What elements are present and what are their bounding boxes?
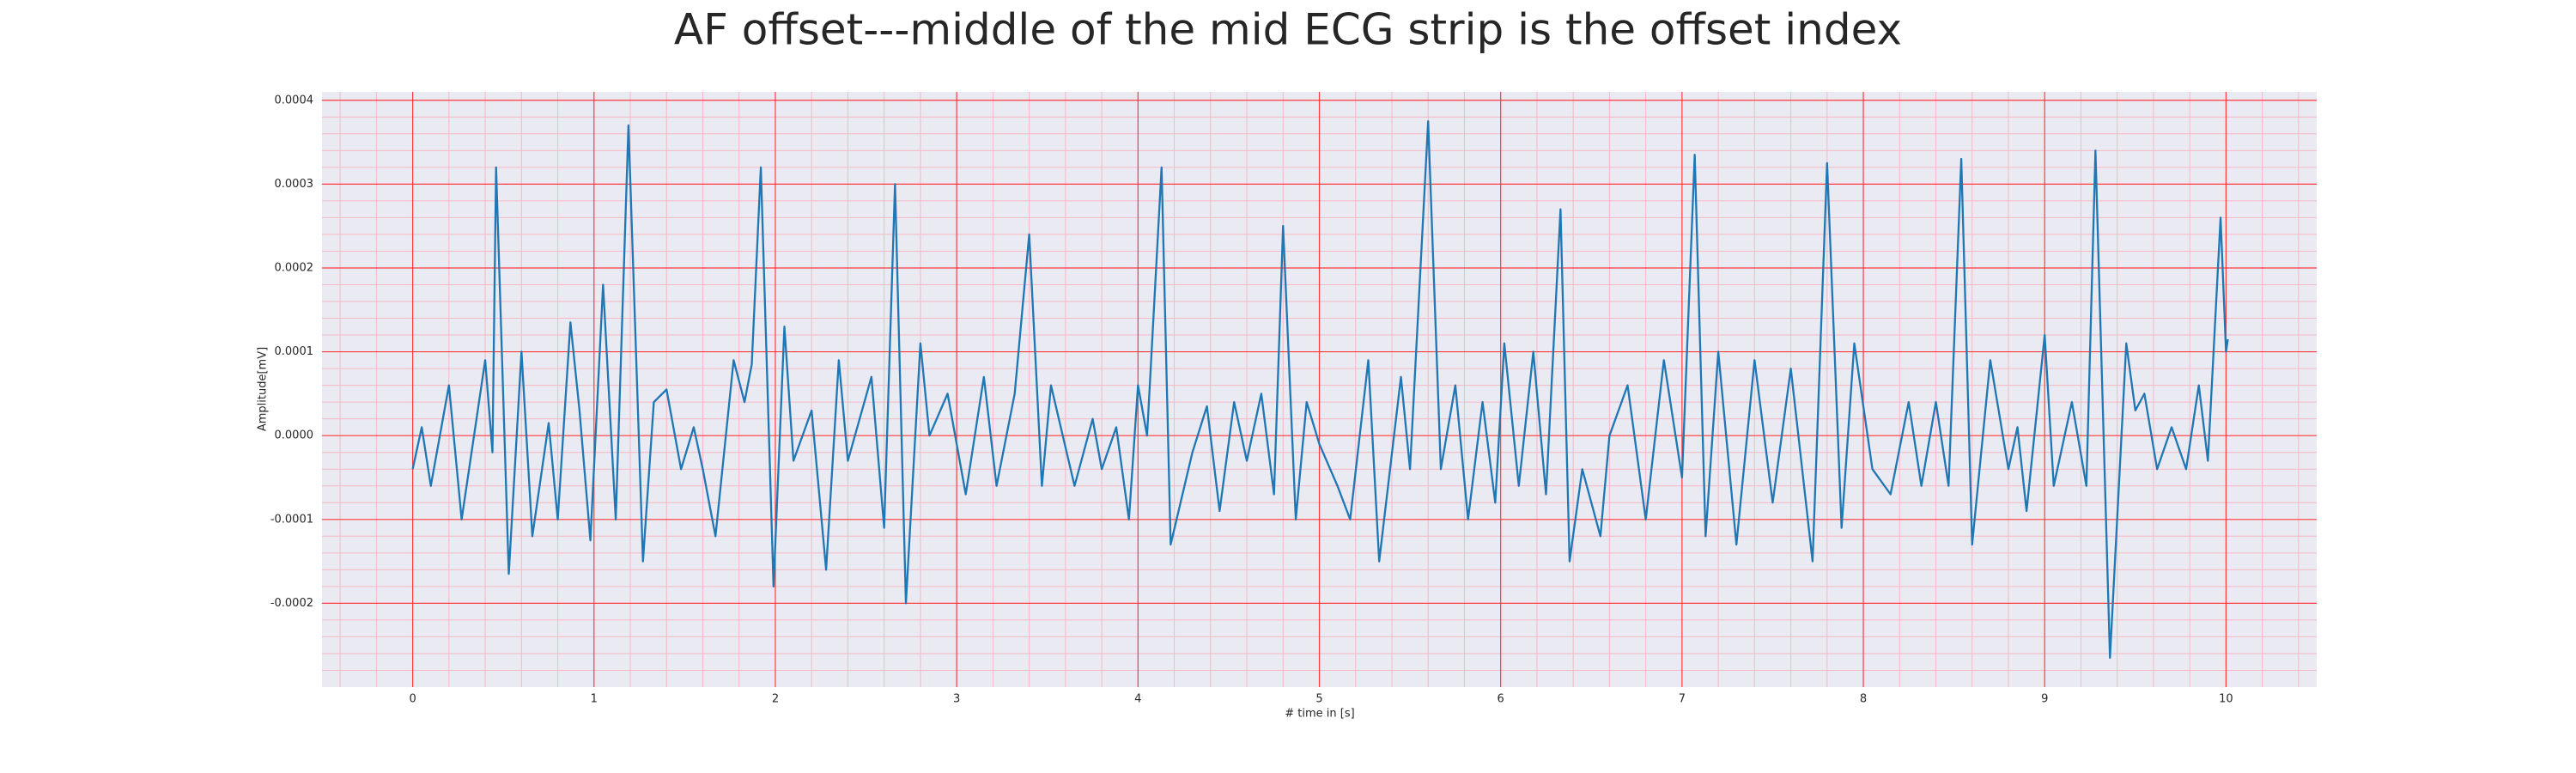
x-tick-label: 8 [1860, 693, 1867, 706]
x-tick-label: 4 [1134, 693, 1141, 706]
y-tick-label: 0.0002 [275, 261, 314, 274]
y-axis-label: Amplitude[mV] [257, 347, 270, 431]
ecg-line [411, 120, 2229, 659]
y-tick-label: 0.0003 [275, 178, 314, 191]
y-tick-label: 0.0004 [275, 94, 314, 107]
x-tick-label: 10 [2219, 693, 2233, 706]
chart-title: AF offset---middle of the mid ECG strip … [674, 5, 1902, 55]
x-tick-label: 0 [409, 693, 416, 706]
x-tick-label: 1 [591, 693, 598, 706]
x-tick-label: 3 [953, 693, 960, 706]
x-tick-label: 6 [1498, 693, 1504, 706]
x-axis-label: # time in [s] [1285, 708, 1354, 721]
y-tick-label: -0.0002 [270, 597, 313, 610]
x-tick-label: 2 [772, 693, 779, 706]
x-tick-label: 7 [1679, 693, 1686, 706]
x-tick-label: 9 [2041, 693, 2048, 706]
y-tick-label: 0.0000 [275, 429, 314, 442]
x-tick-label: 5 [1315, 693, 1322, 706]
y-tick-label: 0.0001 [275, 345, 314, 358]
y-tick-label: -0.0001 [270, 513, 313, 526]
